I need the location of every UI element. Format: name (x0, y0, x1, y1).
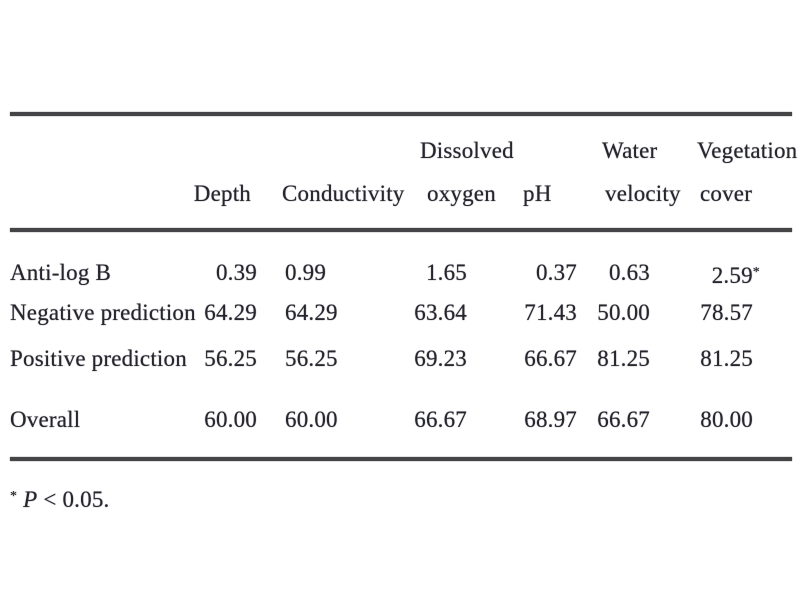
cell-positive-prediction-vegetation-cover: 81.25 (700, 346, 753, 371)
significance-asterisk: * (752, 265, 760, 280)
header-vegetation-cover-line2: cover (700, 181, 753, 206)
cell-overall-water-velocity: 66.67 (597, 407, 650, 432)
header-conductivity: Conductivity (282, 181, 405, 206)
cell-positive-prediction-water-velocity: 81.25 (597, 346, 650, 371)
cell-negative-prediction-dissolved-oxygen: 63.64 (414, 300, 467, 325)
cell-overall-vegetation-cover: 80.00 (700, 407, 753, 432)
cell-overall-conductivity: 60.00 (285, 407, 338, 432)
header-dissolved-oxygen-line2: oxygen (427, 181, 496, 206)
cell-overall-depth: 60.00 (204, 407, 257, 432)
footnote-asterisk: * (10, 489, 18, 504)
cell-anti-log-b-dissolved-oxygen: 1.65 (425, 260, 467, 285)
cell-anti-log-b-ph: 0.37 (535, 260, 577, 285)
cell-negative-prediction-vegetation-cover: 78.57 (700, 300, 753, 325)
table-header-rule (10, 228, 792, 232)
cell-positive-prediction-dissolved-oxygen: 69.23 (414, 346, 467, 371)
header-water-velocity-line2: velocity (605, 181, 681, 206)
footnote-condition: < 0.05. (43, 487, 110, 512)
cell-anti-log-b-depth: 0.39 (215, 260, 257, 285)
cell-negative-prediction-depth: 64.29 (204, 300, 257, 325)
header-dissolved-oxygen-line1: Dissolved (420, 138, 514, 163)
header-vegetation-cover-line1: Vegetation (697, 138, 798, 163)
footnote-p-symbol: P (23, 487, 38, 512)
header-ph: pH (523, 181, 552, 206)
table-top-rule (10, 112, 792, 116)
row-label-negative-prediction: Negative prediction (10, 300, 196, 325)
cell-negative-prediction-water-velocity: 50.00 (597, 300, 650, 325)
cell-negative-prediction-conductivity: 64.29 (285, 300, 338, 325)
row-label-anti-log-b: Anti-log B (10, 260, 112, 285)
cell-value: 2.59 (711, 263, 753, 288)
row-label-overall: Overall (10, 407, 81, 432)
table-bottom-rule (10, 457, 792, 461)
header-water-velocity-line1: Water (602, 138, 658, 163)
cell-overall-ph: 68.97 (524, 407, 577, 432)
row-label-positive-prediction: Positive prediction (10, 346, 187, 371)
header-depth: Depth (193, 181, 251, 206)
cell-anti-log-b-vegetation-cover: 2.59* (712, 261, 760, 288)
table-footnote: * P < 0.05. (10, 485, 109, 512)
cell-positive-prediction-conductivity: 56.25 (285, 346, 338, 371)
cell-anti-log-b-water-velocity: 0.63 (608, 260, 650, 285)
cell-positive-prediction-depth: 56.25 (204, 346, 257, 371)
cell-negative-prediction-ph: 71.43 (524, 300, 577, 325)
cell-anti-log-b-conductivity: 0.99 (285, 260, 327, 285)
cell-positive-prediction-ph: 66.67 (524, 346, 577, 371)
cell-overall-dissolved-oxygen: 66.67 (414, 407, 467, 432)
